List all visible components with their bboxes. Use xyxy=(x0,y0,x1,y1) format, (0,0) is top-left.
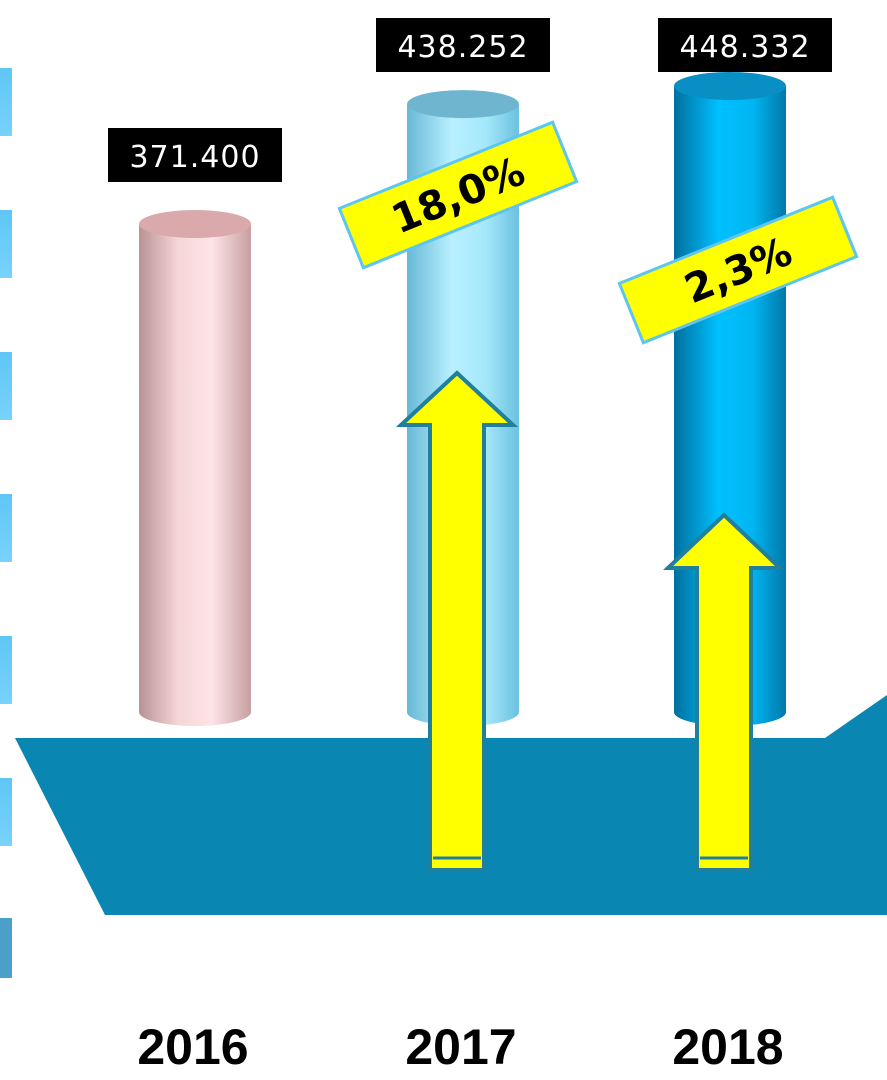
bar-body xyxy=(139,224,251,726)
value-label-box xyxy=(108,128,282,182)
value-label-2016: 371.400 xyxy=(108,128,282,182)
x-tick-labels: 2016 2017 2018 xyxy=(137,1019,783,1075)
growth-banner-box xyxy=(617,195,859,345)
side-markers xyxy=(0,68,12,978)
growth-arrow-2017 xyxy=(395,370,519,872)
bar-2016 xyxy=(139,210,251,726)
value-label-2017: 438.252 xyxy=(376,18,550,72)
value-label-text: 371.400 xyxy=(129,140,260,175)
value-label-2018: 448.332 xyxy=(658,18,832,72)
value-label-box xyxy=(376,18,550,72)
x-tick-2016: 2016 xyxy=(137,1019,248,1075)
growth-banner-box xyxy=(337,120,579,270)
value-label-box xyxy=(658,18,832,72)
x-tick-2017: 2017 xyxy=(405,1019,516,1075)
value-label-text: 448.332 xyxy=(679,30,810,65)
value-labels: 371.400 438.252 448.332 xyxy=(108,18,832,182)
x-tick-2018: 2018 xyxy=(672,1019,783,1075)
up-arrow-icon xyxy=(395,370,519,872)
bar-top xyxy=(407,90,519,119)
value-label-text: 438.252 xyxy=(397,30,528,65)
growth-arrow-2018 xyxy=(662,512,786,872)
bar-top xyxy=(674,71,786,100)
up-arrow-icon xyxy=(662,512,786,872)
bar-top xyxy=(139,210,251,238)
